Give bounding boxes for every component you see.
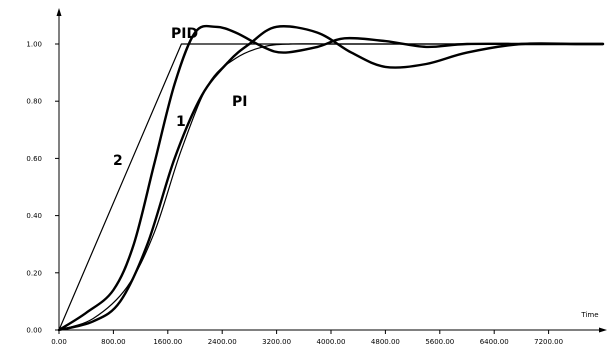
y-tick-label: 0.00 bbox=[26, 327, 42, 335]
curve-labels: PID PI 1 2 bbox=[113, 26, 247, 169]
x-axis-title: Time bbox=[580, 311, 598, 319]
x-tick-label: 0.00 bbox=[51, 338, 67, 346]
x-tick-label: 4800.00 bbox=[371, 338, 400, 346]
x-tick-label: 4000.00 bbox=[317, 338, 346, 346]
x-tick-label: 800.00 bbox=[101, 338, 126, 346]
y-ticks: 0.00 0.20 0.40 0.60 0.80 1.00 bbox=[26, 41, 59, 335]
x-tick-label: 5600.00 bbox=[425, 338, 454, 346]
curve-label-pid: PID bbox=[171, 26, 198, 42]
x-tick-label: 2400.00 bbox=[208, 338, 237, 346]
y-tick-label: 0.60 bbox=[26, 155, 42, 163]
x-tick-label: 1600.00 bbox=[153, 338, 182, 346]
x-tick-label: 3200.00 bbox=[262, 338, 291, 346]
y-tick-label: 0.20 bbox=[26, 269, 42, 277]
axes: Time bbox=[56, 8, 607, 333]
series-line-2 bbox=[58, 43, 604, 331]
series-layer bbox=[57, 24, 605, 332]
curve-label-2: 2 bbox=[113, 153, 123, 169]
x-axis-arrow-icon bbox=[599, 327, 607, 333]
x-tick-label: 6400.00 bbox=[480, 338, 509, 346]
curve-label-pi: PI bbox=[232, 94, 247, 110]
series-line-pid bbox=[57, 24, 605, 332]
x-ticks: 0.00 800.00 1600.00 2400.00 3200.00 4000.00 48… bbox=[51, 330, 563, 346]
y-tick-label: 0.40 bbox=[26, 212, 42, 220]
series-line-pi bbox=[57, 25, 605, 332]
x-tick-label: 7200.00 bbox=[534, 338, 563, 346]
y-axis-arrow-icon bbox=[56, 8, 62, 16]
y-tick-label: 0.80 bbox=[26, 98, 42, 106]
series-line-1 bbox=[58, 43, 604, 331]
y-tick-label: 1.00 bbox=[26, 41, 42, 49]
curve-label-1: 1 bbox=[176, 114, 186, 130]
